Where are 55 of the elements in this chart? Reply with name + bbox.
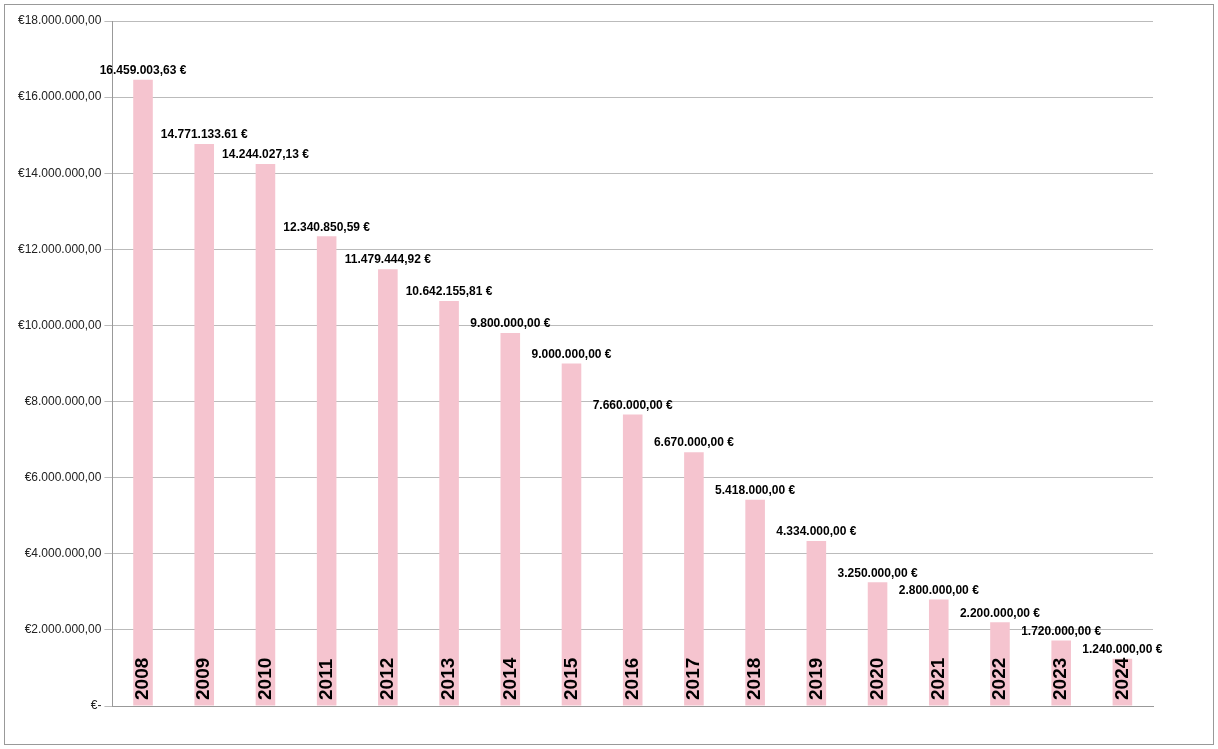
y-tick-label: €12.000.000,00 <box>17 241 102 256</box>
data-label: 16.459.003,63 € <box>99 62 187 77</box>
y-tick-label: €14.000.000,00 <box>17 165 102 180</box>
x-tick-label: 2020 <box>865 657 887 700</box>
x-tick-label: 2023 <box>1049 657 1071 700</box>
bar <box>561 363 582 706</box>
y-tick-label: €10.000.000,00 <box>17 317 102 332</box>
bar <box>622 414 643 706</box>
bar <box>194 143 215 706</box>
x-tick-label: 2012 <box>376 657 398 700</box>
data-label: 9.800.000,00 € <box>470 316 551 331</box>
data-label: 1.720.000,00 € <box>1021 623 1102 638</box>
x-tick-label: 2024 <box>1110 657 1132 700</box>
bar <box>684 452 704 706</box>
data-label: 7.660.000,00 € <box>592 397 674 412</box>
x-tick-label: 2021 <box>927 657 948 700</box>
x-tick-label: 2009 <box>192 657 214 700</box>
data-label: 4.334.000,00 € <box>776 524 857 539</box>
y-tick-label: €- <box>90 698 102 713</box>
bar <box>255 163 276 706</box>
x-tick-label: 2018 <box>743 657 765 700</box>
data-label: 1.240.000,00 € <box>1082 642 1163 657</box>
data-label: 9.000.000,00 € <box>531 346 612 361</box>
bar <box>378 269 398 706</box>
y-tick-label: €4.000.000,00 <box>24 546 102 561</box>
data-label: 6.670.000,00 € <box>653 435 735 450</box>
data-label: 3.250.000,00 € <box>837 565 918 580</box>
data-label: 5.418.000,00 € <box>715 483 796 498</box>
x-tick-label: 2008 <box>131 657 153 700</box>
y-tick-label: €2.000.000,00 <box>24 622 102 637</box>
data-label: 10.642.155,81 € <box>405 284 493 299</box>
x-tick-label: 2019 <box>804 657 826 700</box>
x-tick-label: 2022 <box>988 657 1010 700</box>
x-tick-label: 2016 <box>620 657 642 700</box>
y-tick-label: €18.000.000,00 <box>17 13 102 28</box>
x-tick-label: 2015 <box>559 657 581 700</box>
x-tick-label: 2011 <box>314 658 336 700</box>
data-label: 12.340.850,59 € <box>283 219 371 234</box>
x-tick-label: 2017 <box>682 657 704 700</box>
bar <box>133 79 153 706</box>
x-tick-label: 2013 <box>437 657 459 700</box>
y-tick-label: €8.000.000,00 <box>24 393 102 408</box>
data-label: 11.479.444,92 € <box>344 252 432 267</box>
bar <box>439 301 459 706</box>
y-tick-label: €16.000.000,00 <box>17 89 102 104</box>
x-tick-label: 2010 <box>253 657 275 700</box>
bar <box>745 499 765 706</box>
data-label: 14.771.133.61 € <box>160 127 248 142</box>
data-label: 14.244.027,13 € <box>222 147 310 162</box>
data-label: 2.800.000,00 € <box>898 582 980 597</box>
x-tick-label: 2014 <box>498 657 520 700</box>
bar <box>316 236 337 706</box>
y-tick-label: €6.000.000,00 <box>24 469 102 484</box>
bar <box>500 333 521 706</box>
data-label: 2.200.000,00 € <box>959 605 1041 620</box>
